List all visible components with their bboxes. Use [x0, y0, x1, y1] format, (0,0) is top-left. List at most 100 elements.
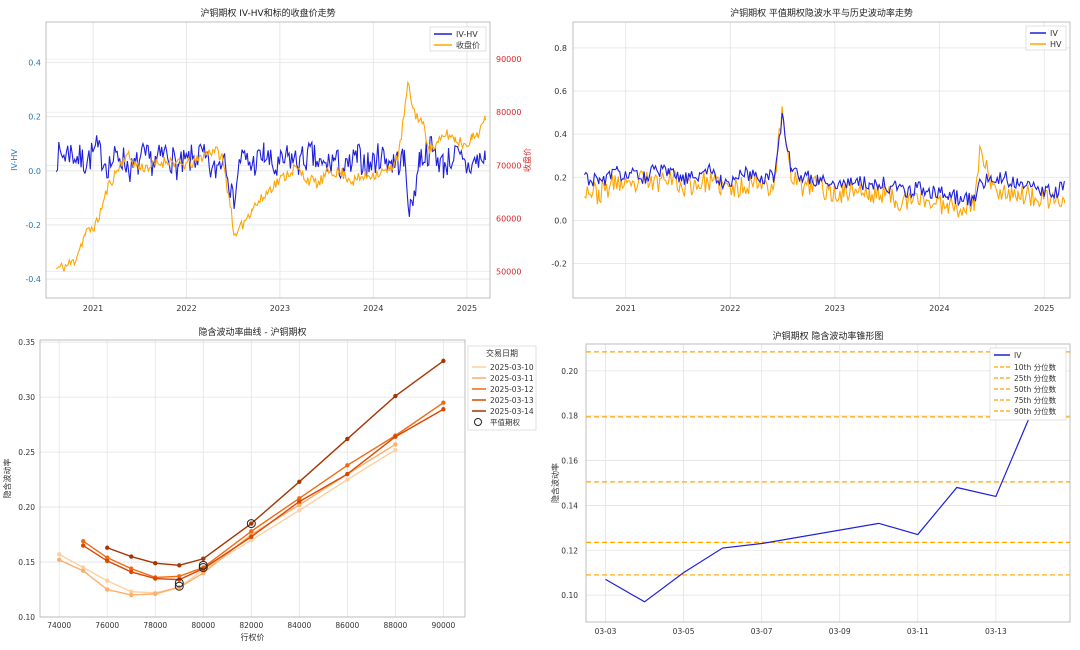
p2-x-tick-label: 2023	[825, 304, 845, 313]
p4-legend-label-quantile: 50th 分位数	[1014, 384, 1057, 394]
p3-x-tick-label: 86000	[335, 621, 359, 630]
p1-x-tick-label: 2021	[83, 304, 103, 313]
p2-legend-label-iv: IV	[1050, 29, 1058, 38]
p3-x-tick-label: 88000	[383, 621, 407, 630]
p4-y-label: 隐含波动率	[550, 463, 560, 503]
p3-point-2025-03-11	[297, 502, 302, 508]
p1-y2-label: 收盘价	[522, 148, 532, 172]
p1-legend-label-close: 收盘价	[456, 40, 480, 50]
p3-point-2025-03-13	[105, 558, 110, 564]
p4-y-tick-label: 0.10	[561, 591, 578, 600]
p3-series-2025-03-10-line	[58, 449, 396, 594]
p3-point-2025-03-11	[129, 592, 134, 598]
p3-y-tick-label: 0.30	[18, 393, 35, 402]
p3-point-2025-03-11	[393, 442, 398, 447]
p3-point-2025-03-14	[129, 554, 134, 559]
p4-legend-label-iv: IV	[1014, 351, 1022, 360]
p3-point-2025-03-10	[129, 589, 134, 594]
p3-point-2025-03-11	[153, 591, 158, 597]
p4-x-tick-label: 03-07	[751, 627, 773, 636]
p3-x-tick-label: 76000	[95, 621, 119, 630]
p2-x-tick-label: 2025	[1034, 304, 1054, 313]
p3-point-2025-03-13	[297, 499, 302, 504]
p2-y-tick-label: 0.4	[554, 130, 567, 139]
p3-legend-label-2025-03-13: 2025-03-13	[490, 396, 534, 405]
p2-title: 沪铜期权 平值期权隐波水平与历史波动率走势	[730, 7, 913, 19]
p3-point-2025-03-13	[81, 543, 86, 548]
p3-y-tick-label: 0.15	[18, 558, 35, 567]
p3-y-tick-label: 0.25	[18, 448, 35, 457]
p4-y-tick-label: 0.12	[561, 546, 578, 555]
p3-x-tick-label: 84000	[287, 621, 311, 630]
p1-x-tick-label: 2023	[270, 304, 290, 313]
p4-legend-box	[989, 347, 1067, 421]
p3-legend-swatch-atm	[474, 418, 482, 426]
p3-point-2025-03-14	[297, 479, 302, 484]
p4-legend-label-quantile: 90th 分位数	[1014, 406, 1057, 416]
p3-point-2025-03-13	[249, 534, 254, 539]
p3-atm-marker	[174, 581, 184, 591]
p3-point-2025-03-14	[345, 436, 350, 442]
p1-y-tick-label: 0.2	[28, 113, 41, 122]
p4-y-tick-label: 0.18	[561, 412, 578, 421]
p4-x-tick-label: 03-05	[673, 627, 695, 636]
p3-legend-title: 交易日期	[486, 348, 518, 358]
p3-point-2025-03-14	[393, 393, 398, 399]
p3-point-2025-03-13	[153, 576, 158, 581]
p3-y-tick-label: 0.35	[18, 338, 35, 347]
p2-x-tick-label: 2021	[616, 304, 636, 313]
p1-y-tick-label: -0.2	[25, 221, 41, 230]
p3-point-2025-03-10	[57, 552, 62, 557]
p1-y2-tick-label: 80000	[496, 108, 521, 117]
p2-y-tick-label: 0.2	[554, 173, 567, 182]
p1-y-tick-label: 0.4	[28, 59, 41, 68]
p3-point-2025-03-14	[177, 563, 182, 568]
p2-legend-label-hv: HV	[1050, 40, 1062, 49]
p3-atm-marker	[246, 519, 256, 529]
p3-point-2025-03-11	[57, 557, 62, 563]
p3-series-2025-03-13-line	[82, 408, 444, 581]
p1-y-tick-label: 0.0	[28, 167, 41, 176]
p1-y-label: IV-HV	[10, 149, 19, 171]
p4-x-tick-label: 03-11	[907, 627, 929, 636]
p1-x-tick-label: 2022	[176, 304, 196, 313]
p3-y-tick-label: 0.20	[18, 503, 35, 512]
p2-y-tick-label: 0.8	[554, 44, 567, 53]
p3-point-2025-03-12	[441, 400, 446, 405]
p3-atm-marker	[198, 563, 208, 573]
p3-point-2025-03-13	[393, 434, 398, 439]
p3-point-2025-03-12	[345, 463, 350, 468]
p4-y-tick-label: 0.16	[561, 457, 578, 466]
p4-series-iv-line	[605, 404, 1036, 603]
p4-frame	[585, 343, 1071, 623]
p3-point-2025-03-13	[177, 577, 182, 582]
p3-point-2025-03-13	[345, 471, 350, 477]
p3-point-2025-03-14	[201, 556, 206, 561]
p4-y-tick-label: 0.20	[561, 367, 578, 376]
p2-x-tick-label: 2024	[929, 304, 949, 313]
p1-legend-box	[429, 26, 487, 52]
p3-point-2025-03-12	[129, 566, 134, 571]
p3-point-2025-03-11	[201, 570, 206, 576]
p3-atm-marker	[198, 560, 208, 570]
p2-series-hv-line	[584, 106, 1066, 218]
p1-series-close-line	[56, 80, 486, 272]
p3-point-2025-03-12	[105, 555, 110, 560]
p4-x-tick-label: 03-09	[829, 627, 851, 636]
p3-point-2025-03-14	[105, 545, 110, 550]
p1-y2-tick-label: 90000	[496, 55, 521, 64]
p1-frame	[45, 21, 491, 299]
p3-point-2025-03-12	[297, 496, 302, 501]
p2-x-tick-label: 2022	[720, 304, 740, 313]
p3-x-label: 行权价	[241, 632, 265, 642]
p1-y-tick-label: -0.4	[25, 275, 41, 284]
p3-title: 隐含波动率曲线 - 沪铜期权	[199, 326, 307, 338]
p2-y-tick-label: 0.0	[554, 216, 567, 225]
p4-title: 沪铜期权 隐含波动率锥形图	[773, 330, 884, 342]
p4-legend-label-quantile: 25th 分位数	[1014, 373, 1057, 383]
p1-title: 沪铜期权 IV-HV和标的收盘价走势	[200, 7, 335, 19]
p3-point-2025-03-13	[201, 566, 206, 571]
p1-y2-tick-label: 50000	[496, 267, 521, 276]
p3-point-2025-03-13	[441, 407, 446, 412]
